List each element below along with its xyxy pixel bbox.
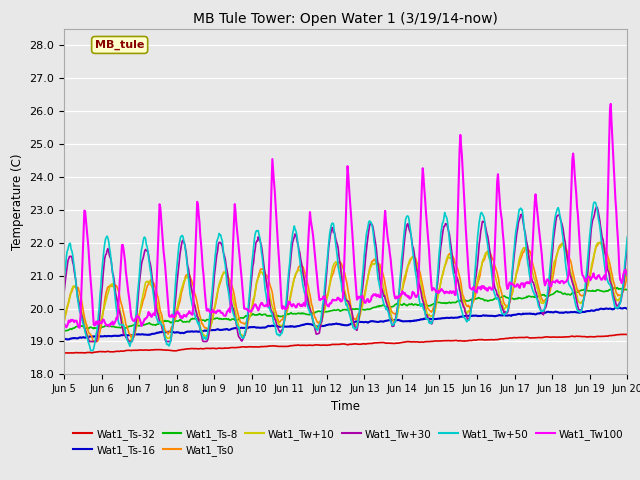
Wat1_Tw+30 xyxy=(60,291,68,297)
Wat1_Tw+50 xyxy=(623,234,631,240)
Wat1_Ts-32 xyxy=(620,332,627,337)
Wat1_Tw+10 xyxy=(60,317,68,323)
Wat1_Tw100 xyxy=(70,319,78,325)
Wat1_Tw100 xyxy=(623,272,631,278)
Wat1_Tw+10 xyxy=(129,335,137,340)
Line: Wat1_Ts0: Wat1_Ts0 xyxy=(64,242,627,341)
Wat1_Ts-32 xyxy=(60,350,68,356)
Wat1_Tw100 xyxy=(216,308,224,313)
Wat1_Ts0 xyxy=(595,240,603,245)
Wat1_Tw100 xyxy=(129,318,137,324)
Wat1_Tw100 xyxy=(415,267,422,273)
Wat1_Ts-16 xyxy=(60,336,68,342)
Wat1_Ts-8 xyxy=(623,287,631,292)
Wat1_Tw+50 xyxy=(415,295,422,300)
Wat1_Ts0 xyxy=(129,333,137,338)
Wat1_Tw+10 xyxy=(86,338,93,344)
Wat1_Ts0 xyxy=(60,320,68,325)
Line: Wat1_Ts-16: Wat1_Ts-16 xyxy=(64,308,627,339)
Wat1_Tw+10 xyxy=(216,279,224,285)
Wat1_Tw+50 xyxy=(129,334,137,340)
Title: MB Tule Tower: Open Water 1 (3/19/14-now): MB Tule Tower: Open Water 1 (3/19/14-now… xyxy=(193,12,498,26)
Wat1_Ts-32 xyxy=(129,348,137,353)
Wat1_Ts-8 xyxy=(60,328,68,334)
Wat1_Ts-32 xyxy=(65,350,72,356)
Line: Wat1_Tw+10: Wat1_Tw+10 xyxy=(64,242,627,341)
Wat1_Tw+30 xyxy=(129,336,137,341)
Wat1_Tw+10 xyxy=(415,272,422,278)
Wat1_Ts-16 xyxy=(415,317,422,323)
Wat1_Ts-32 xyxy=(71,350,79,356)
Wat1_Ts-32 xyxy=(186,346,194,352)
Wat1_Ts0 xyxy=(70,284,78,289)
Wat1_Ts-16 xyxy=(71,335,79,341)
Line: Wat1_Tw100: Wat1_Tw100 xyxy=(64,104,627,328)
Y-axis label: Temperature (C): Temperature (C) xyxy=(11,153,24,250)
Wat1_Tw+50 xyxy=(591,199,598,205)
Wat1_Ts0 xyxy=(186,274,194,279)
Wat1_Tw+30 xyxy=(85,338,93,344)
Wat1_Tw+10 xyxy=(70,284,78,290)
Wat1_Ts-16 xyxy=(216,327,224,333)
Wat1_Tw+30 xyxy=(431,301,439,307)
Wat1_Tw+50 xyxy=(88,348,96,354)
Wat1_Tw100 xyxy=(60,320,68,326)
Wat1_Tw+50 xyxy=(60,276,68,282)
Wat1_Tw+50 xyxy=(70,263,78,269)
Wat1_Tw+10 xyxy=(431,308,439,313)
Wat1_Tw100 xyxy=(76,325,83,331)
Wat1_Ts0 xyxy=(90,338,98,344)
Wat1_Ts-8 xyxy=(128,323,136,328)
Wat1_Tw+50 xyxy=(186,291,194,297)
Wat1_Ts-32 xyxy=(431,338,439,344)
Wat1_Ts-16 xyxy=(186,329,194,335)
Wat1_Tw100 xyxy=(607,101,614,107)
Wat1_Ts-32 xyxy=(216,345,224,351)
Line: Wat1_Tw+50: Wat1_Tw+50 xyxy=(64,202,627,351)
Wat1_Ts-16 xyxy=(431,316,439,322)
Wat1_Ts-16 xyxy=(129,332,137,338)
Wat1_Tw+30 xyxy=(415,280,422,286)
Text: MB_tule: MB_tule xyxy=(95,40,145,50)
Wat1_Ts0 xyxy=(415,266,422,272)
Wat1_Tw+30 xyxy=(70,268,78,274)
Wat1_Tw+50 xyxy=(216,232,224,238)
Legend: Wat1_Ts-32, Wat1_Ts-16, Wat1_Ts-8, Wat1_Ts0, Wat1_Tw+10, Wat1_Tw+30, Wat1_Tw+50,: Wat1_Ts-32, Wat1_Ts-16, Wat1_Ts-8, Wat1_… xyxy=(69,424,628,460)
Wat1_Ts-16 xyxy=(623,306,631,312)
Line: Wat1_Tw+30: Wat1_Tw+30 xyxy=(64,207,627,341)
Wat1_Ts-32 xyxy=(623,332,631,337)
Wat1_Ts-8 xyxy=(186,319,193,325)
Wat1_Tw+10 xyxy=(186,280,194,286)
Wat1_Tw100 xyxy=(186,310,194,316)
Wat1_Tw+10 xyxy=(623,266,631,272)
Wat1_Ts0 xyxy=(431,301,439,307)
Wat1_Tw+30 xyxy=(623,242,631,248)
Line: Wat1_Ts-8: Wat1_Ts-8 xyxy=(64,288,627,331)
Line: Wat1_Ts-32: Wat1_Ts-32 xyxy=(64,335,627,353)
Wat1_Tw+50 xyxy=(431,295,439,301)
Wat1_Ts0 xyxy=(623,271,631,277)
Wat1_Ts-8 xyxy=(414,302,422,308)
Wat1_Tw+30 xyxy=(216,240,224,245)
Wat1_Ts0 xyxy=(216,281,224,287)
Wat1_Tw+30 xyxy=(186,276,194,282)
Wat1_Tw+30 xyxy=(593,204,600,210)
X-axis label: Time: Time xyxy=(331,400,360,413)
Wat1_Ts-32 xyxy=(415,339,422,345)
Wat1_Ts-16 xyxy=(612,305,620,311)
Wat1_Ts-8 xyxy=(431,300,438,306)
Wat1_Ts-16 xyxy=(63,336,71,342)
Wat1_Tw100 xyxy=(431,287,439,293)
Wat1_Ts-8 xyxy=(70,325,78,331)
Wat1_Tw+10 xyxy=(596,240,604,245)
Wat1_Ts-8 xyxy=(215,316,223,322)
Wat1_Ts-8 xyxy=(613,285,621,290)
